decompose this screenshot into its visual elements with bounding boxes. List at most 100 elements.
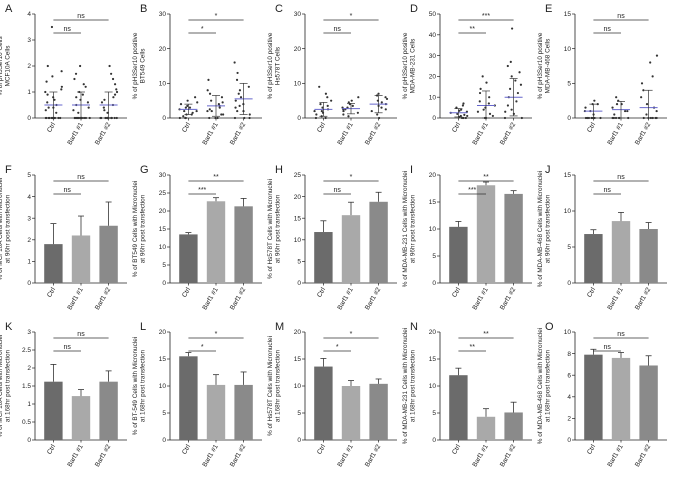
bar <box>341 386 361 440</box>
bar <box>449 226 468 283</box>
panel-label: J <box>545 164 551 176</box>
data-point <box>655 109 658 113</box>
data-point <box>655 54 659 57</box>
y-tick-label: 10 <box>429 94 437 101</box>
data-point <box>115 90 119 94</box>
data-point <box>195 109 198 113</box>
data-point <box>50 25 54 29</box>
data-point <box>459 114 462 118</box>
y-tick-label: 10 <box>159 81 167 88</box>
panel-c: C % of pH3Ser10 positiveHs578T Cells 0 10 20… <box>267 3 397 146</box>
x-tick-label: Barf1 #1 <box>606 286 625 311</box>
panel-label: M <box>275 321 284 333</box>
y-tick-label: 0.5 <box>22 419 31 426</box>
y-tick-label: 15 <box>564 172 572 179</box>
x-tick-label: Barf1 #2 <box>499 286 518 311</box>
significance-label: * <box>336 344 339 351</box>
x-tick-label: Ctrl <box>181 121 192 134</box>
y-tick-label: 0 <box>567 115 571 122</box>
data-point <box>247 85 250 88</box>
y-tick-label: 15 <box>294 215 302 222</box>
y-tick-label: 15 <box>429 199 437 206</box>
y-axis-label: % of MDA-MB-468 Cells with Micronucleiat… <box>537 171 552 287</box>
data-point <box>315 113 318 116</box>
data-point <box>462 102 465 105</box>
data-point <box>385 97 389 101</box>
data-point <box>503 116 507 120</box>
data-point <box>350 99 353 102</box>
x-tick-label: Barf1 #2 <box>94 121 113 146</box>
y-tick-label: 0 <box>567 280 571 287</box>
panel-label: C <box>275 3 283 15</box>
panel-l: L% of BT-549 Cells with Micronucleiat 16… <box>132 321 262 468</box>
panel-label: N <box>410 321 418 333</box>
data-point <box>645 103 649 106</box>
data-point <box>460 108 463 111</box>
y-axis-label-line: at 168hr post transfection <box>5 350 12 423</box>
data-point <box>82 83 85 86</box>
data-point <box>324 92 328 95</box>
y-tick-label: 5 <box>27 172 31 179</box>
data-point <box>504 110 507 113</box>
y-axis-label-line: % of pH3Ser10 positive <box>537 32 544 99</box>
y-tick-label: 50 <box>429 11 437 18</box>
significance-label: * <box>201 344 204 351</box>
data-point <box>319 103 322 106</box>
data-point <box>110 72 113 75</box>
x-tick-label: Ctrl <box>451 286 462 299</box>
panel-e: E % of pH3Ser10 positiveMDA-MB-468 Cells 0… <box>537 3 667 146</box>
significance-label: *** <box>482 13 490 20</box>
x-tick-label: Barf1 #1 <box>471 443 490 468</box>
x-tick-label: Barf1 #1 <box>336 443 355 468</box>
x-tick-label: Ctrl <box>586 443 597 456</box>
data-point <box>506 104 510 107</box>
y-tick-label: 0 <box>432 115 436 122</box>
y-tick-label: 30 <box>429 53 437 60</box>
bar <box>99 381 118 440</box>
data-point <box>458 109 461 112</box>
data-point <box>506 64 509 68</box>
x-tick-label: Barf1 #1 <box>336 286 355 311</box>
y-tick-label: 3 <box>27 215 31 222</box>
significance-label: ns <box>77 174 85 181</box>
x-tick-label: Barf1 #1 <box>606 121 625 146</box>
y-axis-label-line: % of MCF10A Cells with Micronuclei <box>0 178 4 281</box>
y-tick-label: 2 <box>27 63 31 70</box>
panel-d: D % of pH3Ser10 positiveMDA-MB-231 Cells 0… <box>402 3 532 146</box>
data-point <box>218 106 221 109</box>
y-tick-label: 1 <box>27 401 31 408</box>
significance-label: ns <box>63 26 71 33</box>
panel-label: A <box>5 3 13 15</box>
data-point <box>47 106 50 109</box>
y-axis-label-line: MDA-MB-468 Cells <box>545 39 552 94</box>
x-tick-label: Barf1 #2 <box>229 286 248 311</box>
panel-label: O <box>545 321 554 333</box>
significance-label: ** <box>483 331 489 338</box>
data-point <box>46 64 49 68</box>
x-tick-label: Barf1 #1 <box>201 121 220 146</box>
x-tick-label: Ctrl <box>451 443 462 456</box>
data-point <box>86 101 90 104</box>
y-tick-label: 15 <box>294 356 302 363</box>
data-point <box>651 75 654 78</box>
data-point <box>326 104 329 107</box>
data-point <box>186 104 189 107</box>
data-point <box>518 71 521 74</box>
y-axis-label: % of pH3Ser10 positiveMDA-MB-231 Cells <box>402 32 417 99</box>
y-tick-label: 0 <box>27 280 31 287</box>
data-point <box>44 116 47 120</box>
data-point <box>237 92 240 95</box>
data-point <box>238 89 242 92</box>
data-point <box>191 111 194 114</box>
bar <box>639 365 658 440</box>
data-point <box>44 90 47 94</box>
y-tick-label: 20 <box>159 208 167 215</box>
y-tick-label: 0 <box>432 437 436 444</box>
data-point <box>233 61 236 64</box>
y-tick-label: 1.5 <box>22 383 31 390</box>
y-tick-label: 5 <box>567 81 571 88</box>
x-tick-label: Ctrl <box>586 286 597 299</box>
bar <box>611 221 631 283</box>
data-point <box>347 101 350 104</box>
x-tick-label: Barf1 #2 <box>634 121 653 146</box>
